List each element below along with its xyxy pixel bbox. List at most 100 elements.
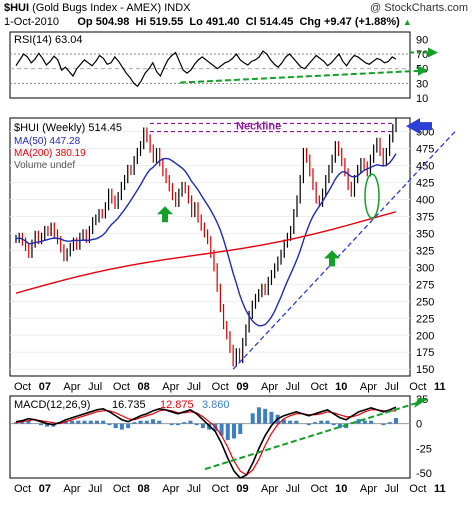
close-label: Cl — [245, 16, 257, 28]
macd-histogram-bar — [337, 423, 342, 429]
rsi-tick-label: 10 — [416, 93, 428, 105]
price-x-label: 11 — [434, 381, 446, 393]
macd-histogram-bar — [394, 418, 398, 424]
price-x-label: Apr — [162, 381, 179, 393]
ma50-legend: MA(50) 447.28 — [14, 136, 81, 147]
macd-histogram-bar — [26, 420, 31, 424]
chart-header-line2: 1-Oct-2010 Op 504.98 Hi 519.55 Lo 491.40… — [4, 16, 412, 28]
macd-x-label: Jul — [88, 483, 102, 495]
rsi-up-trend-arrowhead — [418, 65, 428, 76]
up-arrow-icon — [324, 250, 340, 267]
macd-x-label: Oct — [310, 483, 327, 495]
rsi-panel-frame — [9, 31, 411, 99]
high-value: 519.55 — [149, 16, 184, 28]
up-triangle-icon: ▲ — [402, 17, 412, 27]
macd-histogram-bar — [362, 420, 367, 424]
macd-histogram-bar — [219, 423, 224, 436]
price-tick-label: 325 — [416, 245, 434, 257]
macd-x-label: 09 — [236, 483, 248, 495]
macd-panel-frame — [9, 395, 411, 479]
signal-value: 12.875 — [160, 399, 194, 411]
price-x-label: Jul — [286, 381, 300, 393]
macd-x-label: Apr — [162, 483, 179, 495]
rsi-tick-label: 70 — [416, 49, 428, 61]
price-x-label: Apr — [360, 381, 377, 393]
price-tick-label: 275 — [416, 279, 434, 291]
macd-x-label: 08 — [138, 483, 150, 495]
ma200-line — [15, 211, 397, 294]
macd-x-label: 07 — [39, 483, 51, 495]
change-value: +9.47 (+1.88%) — [323, 16, 400, 28]
macd-histogram-bar — [200, 423, 205, 429]
symbol-label: $HUI — [4, 2, 30, 14]
low-value: 491.40 — [205, 16, 240, 28]
macd-histogram-bar — [232, 423, 237, 439]
rsi-tick-label: 30 — [416, 78, 428, 90]
price-tick-label: 150 — [416, 364, 434, 376]
macd-histogram-bar — [94, 420, 99, 424]
rsi-legend: RSI(14) 63.04 — [14, 34, 82, 46]
rsi-right-arrowhead — [428, 47, 438, 58]
macd-histogram-bar — [319, 420, 324, 424]
price-tick-label: 400 — [416, 194, 434, 206]
rsi-line — [15, 50, 397, 88]
macd-histogram-bar — [225, 423, 230, 440]
macd-histogram-bar — [188, 420, 193, 424]
macd-x-label: Oct — [212, 483, 229, 495]
price-tick-label: 300 — [416, 262, 434, 274]
macd-legend: MACD(12,26,9) — [14, 399, 90, 411]
macd-x-label: Apr — [360, 483, 377, 495]
price-x-label: Oct — [212, 381, 229, 393]
price-x-label: 10 — [335, 381, 347, 393]
macd-histogram-bar — [101, 420, 106, 424]
macd-histogram-bar — [138, 420, 143, 424]
macd-histogram-bar — [144, 420, 149, 424]
highlight-oval — [364, 173, 380, 219]
price-x-label: Apr — [63, 381, 80, 393]
macd-histogram-bar — [356, 419, 361, 424]
open-label: Op — [77, 16, 93, 28]
macd-x-label: Oct — [409, 483, 426, 495]
macd-histogram-bar — [119, 423, 124, 430]
price-tick-label: 225 — [416, 313, 434, 325]
macd-x-label: Oct — [113, 483, 130, 495]
price-tick-label: 450 — [416, 161, 434, 173]
macd-x-label: Apr — [261, 483, 278, 495]
rsi-tick-label: 90 — [416, 34, 428, 46]
macd-up-trend-arrowhead — [414, 397, 428, 408]
macd-histogram-bar — [14, 422, 18, 424]
macd-x-label: Jul — [187, 483, 201, 495]
high-label: Hi — [135, 16, 147, 28]
macd-histogram-bar — [369, 420, 374, 424]
macd-histogram-bar — [281, 419, 286, 424]
price-tick-label: 175 — [416, 347, 434, 359]
macd-histogram-bar — [250, 413, 255, 424]
macd-histogram-bar — [331, 423, 336, 426]
macd-histogram-bar — [194, 423, 199, 426]
macd-histogram-bar — [45, 423, 50, 427]
watermark: @ StockCharts.com — [370, 2, 468, 14]
macd-histogram-bar — [126, 423, 131, 429]
price-title: $HUI (Weekly) 514.45 — [14, 122, 122, 134]
price-x-label: 09 — [236, 381, 248, 393]
macd-histogram-bar — [238, 423, 243, 435]
macd-histogram-bar — [381, 423, 386, 426]
macd-histogram-bar — [263, 408, 268, 424]
macd-histogram-bar — [313, 422, 318, 424]
close-value: 514.45 — [259, 16, 294, 28]
price-x-label: Oct — [113, 381, 130, 393]
macd-histogram-bar — [294, 420, 299, 424]
macd-histogram-bar — [88, 420, 93, 424]
macd-histogram-bar — [107, 423, 112, 426]
price-x-label: Jul — [88, 381, 102, 393]
macd-x-label: 10 — [335, 483, 347, 495]
price-x-label: 07 — [39, 381, 51, 393]
left-arrow-icon — [406, 118, 432, 135]
macd-tick-label: -25 — [416, 443, 432, 455]
price-tick-label: 350 — [416, 228, 434, 240]
rsi-up-trend-arrow — [179, 69, 419, 84]
ma200-legend: MA(200) 380.19 — [14, 148, 86, 159]
macd-histogram-bar — [151, 419, 156, 424]
macd-histogram-bar — [38, 423, 43, 426]
index-name: (Gold Bugs Index - AMEX) — [32, 2, 162, 14]
